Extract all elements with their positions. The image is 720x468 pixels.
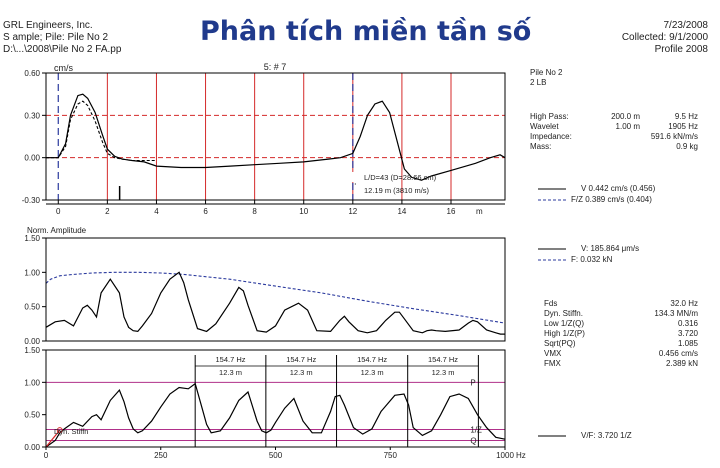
c3-xtick-label-0: 0 — [44, 451, 49, 460]
collected-date: Collected: 9/1/2000 — [621, 32, 708, 43]
c3-xunit: Hz — [516, 451, 526, 460]
stat-label-6: FMX — [544, 359, 561, 368]
c3-interval-len-0: 12.3 m — [219, 368, 242, 377]
c1-ytick-label-2: 0.00 — [24, 154, 40, 163]
legend-mid-label-1: F: 0.032 kN — [571, 255, 613, 264]
legend-bottom-label-0: V/F: 3.720 1/Z — [581, 431, 632, 440]
param-value-1: 1905 Hz — [668, 122, 698, 131]
stat-label-4: Sqrt(PQ) — [544, 339, 576, 348]
c3-interval-freq-2: 154.7 Hz — [357, 355, 387, 364]
c1-ytick-label-0: 0.60 — [24, 69, 40, 78]
stat-value-0: 32.0 Hz — [670, 299, 698, 308]
c3-xtick-label-1: 250 — [154, 451, 168, 460]
report-date: 7/23/2008 — [663, 20, 709, 31]
c1-annotation-ld: L/D=43 (D=28.66 cm) — [364, 173, 437, 182]
c1-xtick-label-8: 16 — [447, 207, 456, 216]
sample-line: S ample; Pile: Pile No 2 — [3, 32, 109, 43]
c3-ytick-label-3: 0.00 — [24, 443, 40, 452]
c3-stiffness-point — [56, 427, 63, 434]
c1-xtick-label-5: 10 — [299, 207, 308, 216]
stat-value-6: 2.389 kN — [665, 359, 698, 368]
c3-interval-freq-3: 154.7 Hz — [428, 355, 458, 364]
company-name: GRL Engineers, Inc. — [3, 20, 93, 31]
param-label-1: Wavelet — [530, 122, 559, 131]
c3-stiffness-label: Dyn. Stiffn — [54, 427, 88, 436]
param-label-3: Mass: — [530, 142, 552, 151]
param-value-3: 0.9 kg — [676, 142, 698, 151]
c1-xtick-label-3: 6 — [203, 207, 208, 216]
c3-xtick-label-3: 750 — [384, 451, 398, 460]
c2-ytick-label-2: 0.50 — [24, 303, 40, 312]
c1-annotation-bg-1 — [316, 172, 355, 182]
c1-xtick-label-0: 0 — [56, 207, 61, 216]
stat-value-4: 1.085 — [677, 339, 698, 348]
stat-label-1: Dyn. Stiffn. — [544, 309, 583, 318]
file-path: D:\...\2008\Pile No 2 FA.pp — [3, 44, 122, 55]
c3-ref-label-0: P — [470, 378, 475, 387]
profile-label: Profile 2008 — [654, 44, 708, 55]
page-title: Phân tích miền tần số — [200, 16, 532, 47]
c1-xtick-label-4: 8 — [252, 207, 257, 216]
c1-ytick-label-1: 0.30 — [24, 111, 40, 120]
c1-series-v — [46, 93, 506, 181]
stat-value-1: 134.3 MN/m — [654, 309, 698, 318]
c1-xunit: m — [476, 207, 483, 216]
c3-xtick-label-2: 500 — [269, 451, 283, 460]
c2-series-v — [45, 271, 505, 335]
param-mid-1: 1.00 m — [615, 122, 640, 131]
c3-series-vf — [45, 382, 506, 448]
c1-subtitle: 5: # 7 — [264, 62, 287, 72]
c3-xtick-label-4: 1000 — [496, 451, 514, 460]
c3-ref-label-1: 1/Z — [470, 426, 482, 435]
c3-stiffness-line — [45, 429, 61, 448]
stat-label-3: High 1/Z(P) — [544, 329, 585, 338]
param-mid-0: 200.0 m — [611, 112, 640, 121]
stat-label-2: Low 1/Z(Q) — [544, 319, 585, 328]
param-label-0: High Pass: — [530, 112, 569, 121]
c3-ref-label-2: Q — [470, 437, 476, 446]
blow-label: 2 LB — [530, 78, 547, 87]
c1-xtick-label-2: 4 — [154, 207, 159, 216]
c3-interval-len-2: 12.3 m — [361, 368, 384, 377]
c1-xtick-label-7: 14 — [397, 207, 406, 216]
c3-frame — [45, 349, 506, 448]
stat-value-3: 3.720 — [677, 329, 698, 338]
c3-ytick-label-0: 1.50 — [24, 346, 40, 355]
c3-interval-freq-0: 154.7 Hz — [216, 355, 246, 364]
legend-top-label-0: V 0.442 cm/s (0.456) — [581, 184, 656, 193]
legend-mid-label-0: V: 185.864 μm/s — [581, 244, 640, 253]
c3-ytick-label-1: 1.00 — [24, 378, 40, 387]
legend-top-label-1: F/Z 0.389 cm/s (0.404) — [571, 195, 652, 204]
c3-interval-len-1: 12.3 m — [290, 368, 313, 377]
c3-ytick-label-2: 0.50 — [24, 411, 40, 420]
param-label-2: Impedance: — [530, 132, 572, 141]
c1-xtick-label-1: 2 — [105, 207, 110, 216]
c1-ytick-label-3: -0.30 — [22, 196, 41, 205]
c1-xtick-label-6: 12 — [348, 207, 357, 216]
c1-frame — [45, 72, 506, 201]
param-value-2: 591.6 kN/m/s — [650, 132, 698, 141]
c2-ytick-label-1: 1.00 — [24, 268, 40, 277]
stat-value-5: 0.456 cm/s — [658, 349, 698, 358]
stat-label-0: Fds — [544, 299, 558, 308]
c2-series-f — [45, 271, 506, 324]
c3-interval-len-3: 12.3 m — [432, 368, 455, 377]
param-value-0: 9.5 Hz — [674, 112, 698, 121]
stat-value-2: 0.316 — [677, 319, 698, 328]
c2-ylabel: Norm. Amplitude — [27, 226, 87, 235]
c2-ytick-label-3: 0.00 — [24, 337, 40, 346]
pile-name: Pile No 2 — [530, 68, 563, 77]
c2-frame — [45, 237, 506, 342]
c3-interval-freq-1: 154.7 Hz — [286, 355, 316, 364]
stat-label-5: VMX — [544, 349, 562, 358]
c1-ylabel: cm/s — [54, 63, 73, 73]
c1-annotation-wave: 12.19 m (3810 m/s) — [364, 186, 430, 195]
c2-ytick-label-0: 1.50 — [24, 234, 40, 243]
